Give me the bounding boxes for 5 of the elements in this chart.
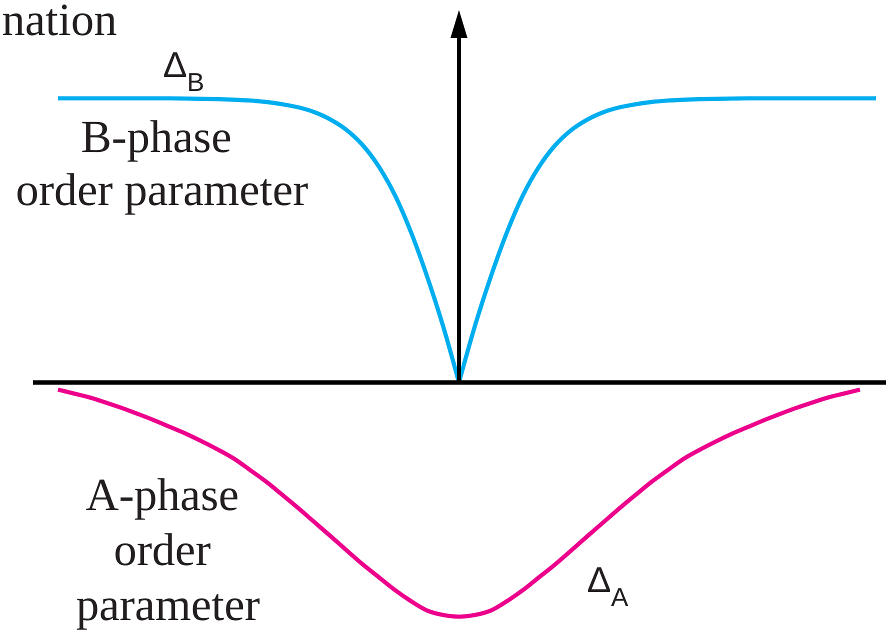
series-label: Δ$_{B}$ [163,44,204,98]
series-label: Δ$_{A}$ [587,559,630,612]
text: nation [2,0,117,45]
annotation: A-phase order parameter [76,469,260,630]
annotation: B-phase order parameter [16,111,308,215]
